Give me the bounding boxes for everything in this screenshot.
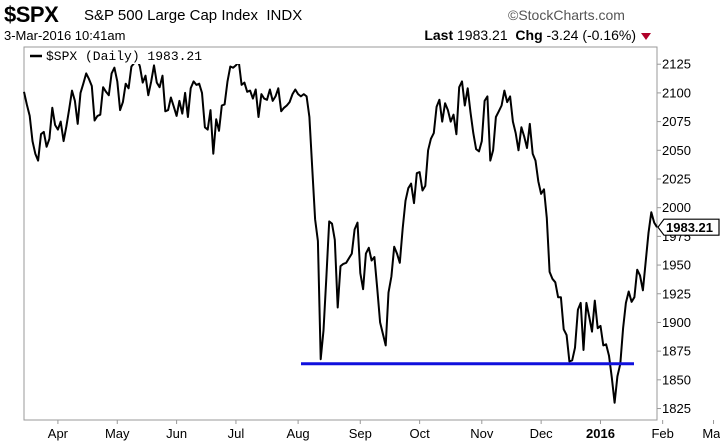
quote-date: 3-Mar-2016 10:41am <box>4 28 126 43</box>
x-tick-label: Nov <box>470 426 494 441</box>
x-axis: Apr May Jun Jul Aug Sep Oct Nov Dec 2016 Feb Mar <box>48 420 720 441</box>
x-tick-label: Aug <box>287 426 310 441</box>
y-axis: 1825185018751900192519501975200020252050… <box>657 57 691 416</box>
x-tick-label: 2016 <box>586 426 615 441</box>
x-tick-label: May <box>105 426 130 441</box>
y-tick-label: 2125 <box>662 57 691 72</box>
x-tick-label: Dec <box>530 426 554 441</box>
exchange-code: INDX <box>266 7 303 24</box>
x-tick-label: Jul <box>228 426 245 441</box>
y-tick-label: 1875 <box>662 344 691 359</box>
chart-legend: $SPX (Daily) 1983.21 <box>25 48 243 64</box>
x-tick-label: Sep <box>349 426 372 441</box>
y-tick-label: 1825 <box>662 401 691 416</box>
y-tick-label: 2100 <box>662 85 691 100</box>
legend-background <box>25 48 243 64</box>
y-tick-label: 2075 <box>662 114 691 129</box>
x-tick-label: Oct <box>410 426 431 441</box>
y-tick-label: 1925 <box>662 286 691 301</box>
source-credit[interactable]: ©StockCharts.com <box>508 7 625 23</box>
plot-border <box>23 46 658 421</box>
last-price-box <box>657 218 720 236</box>
ticker-symbol: $SPX <box>4 2 59 27</box>
y-tick-label: 2050 <box>662 143 691 158</box>
y-tick-label: 1950 <box>662 258 691 273</box>
chart-header: $SPX S&P 500 Large Cap Index INDX ©Stock… <box>0 0 720 46</box>
legend-label: $SPX (Daily) 1983.21 <box>46 49 202 64</box>
y-tick-label: 2025 <box>662 171 691 186</box>
y-tick-label: 1850 <box>662 372 691 387</box>
chg-label: Chg <box>515 27 543 43</box>
series-line <box>23 57 658 404</box>
x-tick-label: Feb <box>651 426 673 441</box>
price-series: 1983.21 <box>23 57 720 404</box>
quote-summary: Last 1983.21 Chg -3.24 (-0.16%) <box>424 27 651 43</box>
y-tick-label: 2000 <box>662 200 691 215</box>
last-label: Last <box>424 27 454 43</box>
index-name: S&P 500 Large Cap Index INDX <box>84 7 302 24</box>
y-tick-label: 1900 <box>662 315 691 330</box>
x-tick-label: Jun <box>166 426 187 441</box>
down-arrow-icon <box>641 32 651 40</box>
last-price-tag: 1983.21 <box>657 218 720 236</box>
index-full-name: S&P 500 Large Cap Index <box>84 7 259 24</box>
chg-value: -3.24 (-0.16%) <box>546 27 636 43</box>
x-tick-label: Mar <box>702 426 720 441</box>
last-value: 1983.21 <box>457 27 508 43</box>
x-tick-label: Apr <box>48 426 69 441</box>
last-price-label: 1983.21 <box>666 220 713 235</box>
chart-frame <box>23 46 658 421</box>
